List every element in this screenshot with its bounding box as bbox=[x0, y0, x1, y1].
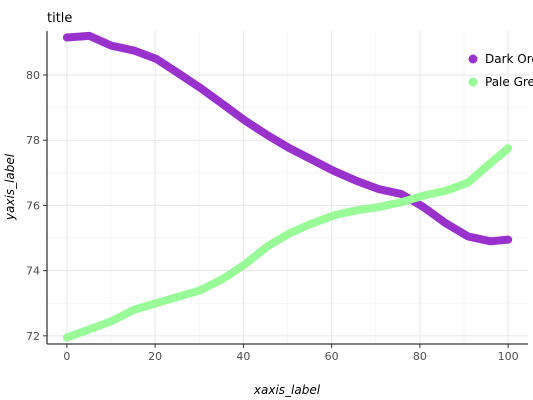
x-tick-label: 20 bbox=[148, 350, 162, 363]
y-tick-label: 80 bbox=[26, 69, 40, 82]
y-tick-label: 72 bbox=[26, 330, 40, 343]
series-line-1 bbox=[62, 31, 513, 246]
y-tick-label: 74 bbox=[26, 265, 40, 278]
legend-label: Dark Orchid bbox=[485, 52, 533, 66]
grid bbox=[47, 31, 528, 344]
series-line-2 bbox=[62, 144, 513, 342]
series-layer bbox=[62, 31, 513, 342]
y-tick-label: 76 bbox=[26, 199, 40, 212]
axes: 0 20 40 60 80 100 72 74 76 78 80 bbox=[26, 31, 528, 363]
chart-title: title bbox=[47, 11, 72, 26]
legend-label: Pale Green bbox=[485, 75, 533, 89]
x-tick-label: 40 bbox=[236, 350, 250, 363]
x-tick-label: 100 bbox=[498, 350, 519, 363]
x-tick-label: 80 bbox=[413, 350, 427, 363]
legend: Dark Orchid Pale Green bbox=[468, 52, 533, 89]
y-tick-label: 78 bbox=[26, 134, 40, 147]
legend-swatch bbox=[468, 77, 478, 87]
x-tick-label: 0 bbox=[63, 350, 70, 363]
x-tick-label: 60 bbox=[325, 350, 339, 363]
y-axis-label: yaxis_label bbox=[3, 153, 17, 221]
x-axis-label: xaxis_label bbox=[253, 383, 321, 397]
legend-swatch bbox=[468, 54, 478, 64]
